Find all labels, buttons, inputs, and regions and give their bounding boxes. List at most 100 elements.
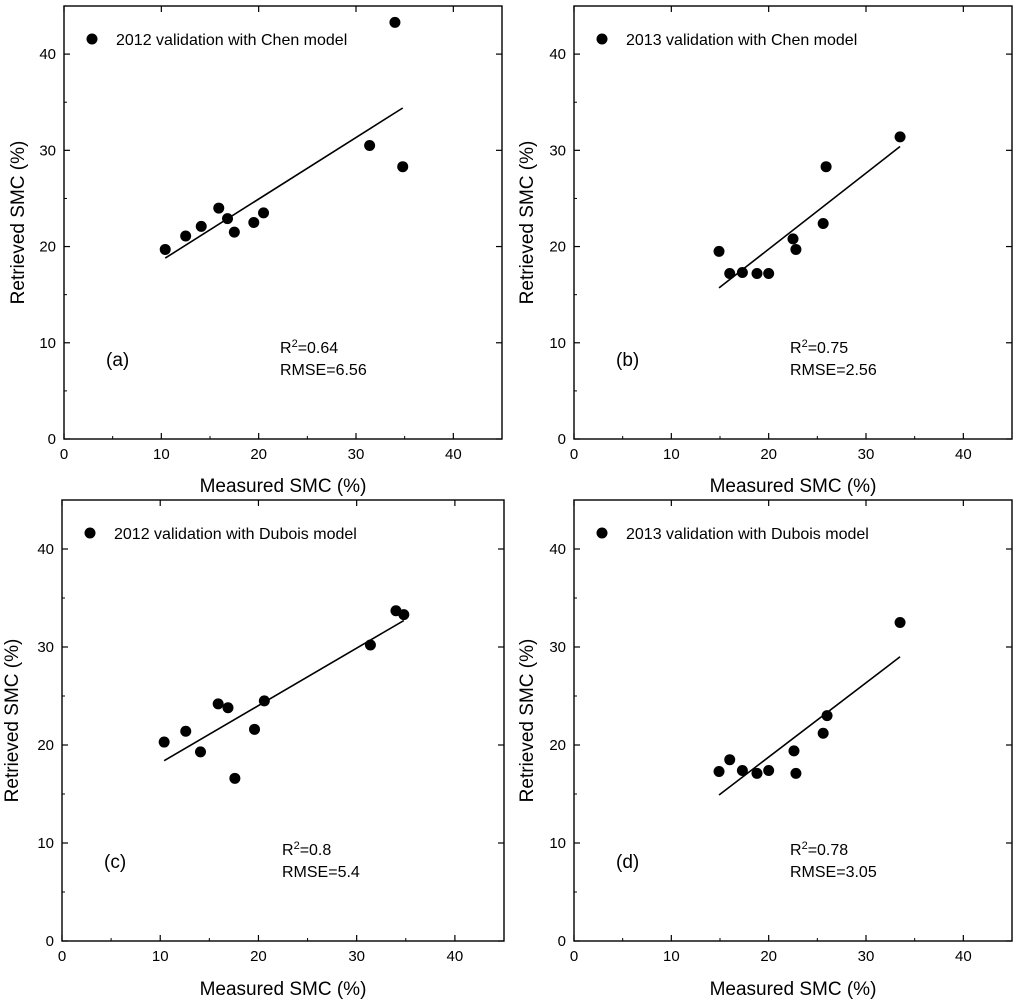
x-tick-label: 20 bbox=[250, 948, 267, 965]
regression-line bbox=[163, 619, 405, 762]
y-axis-label: Retrieved SMC (%) bbox=[517, 141, 538, 305]
data-point bbox=[248, 217, 260, 228]
x-tick-label: 0 bbox=[60, 446, 68, 463]
x-tick-label: 30 bbox=[858, 446, 875, 463]
plot-frame bbox=[61, 499, 505, 942]
data-point bbox=[194, 746, 206, 758]
data-point bbox=[180, 725, 192, 737]
x-axis-label: Measured SMC (%) bbox=[710, 979, 877, 1000]
panel-label: (d) bbox=[616, 852, 639, 873]
y-tick-label: 0 bbox=[46, 933, 54, 950]
data-point bbox=[158, 736, 170, 748]
data-point bbox=[713, 245, 725, 257]
y-tick-label: 10 bbox=[37, 835, 54, 852]
regression-line bbox=[718, 145, 901, 289]
panel-b: 0 10 20 30 40 0 10 20 30 40 Measured SMC (%) Retrie… bbox=[517, 5, 1013, 497]
x-tick-label: 10 bbox=[663, 948, 680, 965]
x-tick-label: 0 bbox=[570, 446, 578, 463]
data-point bbox=[249, 723, 261, 735]
data-point bbox=[159, 243, 171, 255]
legend-label: 2013 validation with Dubois model bbox=[626, 526, 869, 543]
legend-marker bbox=[596, 527, 608, 539]
regression-line bbox=[164, 107, 404, 259]
y-tick-label: 10 bbox=[39, 335, 56, 352]
data-point bbox=[229, 772, 241, 784]
y-tick-label: 30 bbox=[37, 639, 54, 656]
rmse-annotation: RMSE=2.56 bbox=[790, 362, 877, 379]
data-point bbox=[790, 767, 802, 779]
data-point bbox=[213, 202, 225, 214]
data-point bbox=[821, 710, 833, 722]
data-point bbox=[397, 161, 409, 173]
y-tick-label: 20 bbox=[39, 239, 56, 256]
data-point bbox=[258, 207, 270, 219]
x-tick-label: 10 bbox=[663, 446, 680, 463]
x-tick-label: 20 bbox=[760, 446, 777, 463]
panel-label: (c) bbox=[104, 852, 126, 873]
data-point bbox=[222, 213, 234, 225]
rmse-annotation: RMSE=6.56 bbox=[280, 362, 367, 379]
data-point bbox=[751, 267, 763, 279]
plot-frame bbox=[573, 499, 1013, 942]
data-point bbox=[222, 702, 234, 714]
y-tick-label: 40 bbox=[549, 46, 566, 63]
data-point bbox=[736, 764, 748, 776]
x-axis-label: Measured SMC (%) bbox=[200, 476, 367, 497]
data-point bbox=[788, 745, 800, 757]
data-point bbox=[790, 243, 802, 255]
legend-marker bbox=[596, 33, 608, 45]
x-tick-label: 40 bbox=[445, 446, 462, 463]
y-axis-label: Retrieved SMC (%) bbox=[2, 639, 23, 803]
data-point bbox=[389, 16, 401, 28]
data-point bbox=[736, 267, 748, 279]
data-point bbox=[751, 767, 763, 779]
y-tick-label: 20 bbox=[549, 239, 566, 256]
y-tick-label: 40 bbox=[37, 541, 54, 558]
data-point bbox=[180, 230, 192, 242]
y-axis-label: Retrieved SMC (%) bbox=[517, 639, 538, 803]
data-point bbox=[724, 267, 736, 279]
r-squared-annotation: R2=0.8 bbox=[282, 840, 331, 859]
data-point bbox=[364, 639, 376, 651]
x-tick-label: 30 bbox=[858, 948, 875, 965]
x-tick-label: 40 bbox=[447, 948, 464, 965]
y-tick-label: 30 bbox=[549, 142, 566, 159]
y-tick-label: 0 bbox=[48, 431, 56, 448]
rmse-annotation: RMSE=3.05 bbox=[790, 864, 877, 881]
panel-label: (a) bbox=[106, 350, 129, 371]
rmse-annotation: RMSE=5.4 bbox=[282, 864, 360, 881]
data-point bbox=[258, 695, 270, 707]
data-point bbox=[228, 226, 240, 238]
r-squared-annotation: R2=0.78 bbox=[790, 840, 848, 859]
y-tick-label: 0 bbox=[558, 431, 566, 448]
data-point bbox=[724, 754, 736, 766]
y-axis-label: Retrieved SMC (%) bbox=[8, 141, 29, 305]
data-point bbox=[820, 161, 832, 173]
x-tick-label: 20 bbox=[760, 948, 777, 965]
data-point bbox=[817, 217, 829, 229]
panel-c: 0 10 20 30 40 0 10 20 30 40 Measured SMC (%) Retrie… bbox=[2, 499, 505, 1000]
legend-label: 2012 validation with Chen model bbox=[116, 32, 347, 49]
data-point bbox=[195, 220, 207, 232]
data-point bbox=[763, 764, 775, 776]
r-squared-annotation: R2=0.75 bbox=[790, 338, 848, 357]
y-tick-label: 20 bbox=[549, 737, 566, 754]
data-point bbox=[212, 698, 224, 710]
legend-marker bbox=[86, 33, 98, 45]
y-tick-label: 10 bbox=[549, 835, 566, 852]
x-tick-label: 20 bbox=[250, 446, 267, 463]
data-point bbox=[398, 609, 410, 621]
legend-label: 2013 validation with Chen model bbox=[626, 32, 857, 49]
y-tick-label: 30 bbox=[39, 142, 56, 159]
y-tick-label: 40 bbox=[549, 541, 566, 558]
panel-a: 0 10 20 30 40 0 10 20 30 40 Measured SMC (%) Retrie… bbox=[8, 5, 503, 497]
plot-frame bbox=[63, 5, 503, 440]
x-tick-label: 0 bbox=[570, 948, 578, 965]
data-point bbox=[364, 140, 376, 152]
x-tick-label: 10 bbox=[153, 446, 170, 463]
data-point bbox=[713, 765, 725, 777]
y-tick-label: 20 bbox=[37, 737, 54, 754]
panel-label: (b) bbox=[616, 350, 639, 371]
y-tick-label: 0 bbox=[558, 933, 566, 950]
